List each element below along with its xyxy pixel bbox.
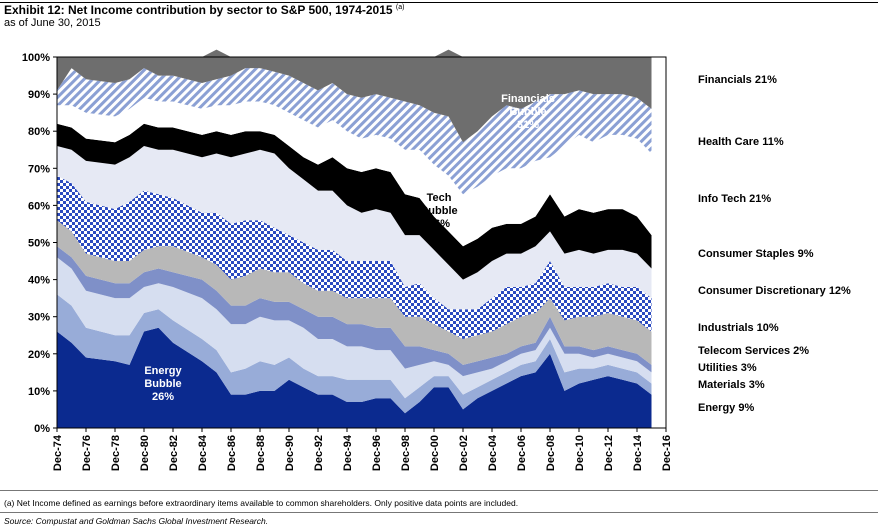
source-note: Source: Compustat and Goldman Sachs Glob… — [4, 516, 269, 526]
x-tick-label: Dec-94 — [342, 434, 354, 471]
x-tick-label: Dec-98 — [400, 435, 412, 471]
x-tick-label: Dec-10 — [574, 435, 586, 471]
x-tick-label: Dec-80 — [139, 435, 151, 471]
y-tick-label: 60% — [28, 200, 50, 212]
chart-annotation: Tech Bubble 16% — [420, 192, 458, 230]
legend-label: Materials 3% — [698, 379, 765, 391]
legend-label: Utilities 3% — [698, 362, 757, 374]
area-series-10 — [57, 49, 652, 143]
area-series-7 — [57, 123, 652, 280]
legend-label: Industrials 10% — [698, 322, 779, 334]
y-tick-label: 90% — [28, 89, 50, 101]
x-tick-label: Dec-08 — [545, 435, 557, 471]
x-tick-label: Dec-04 — [487, 434, 499, 471]
y-tick-label: 20% — [28, 349, 50, 361]
x-tick-label: Dec-82 — [168, 435, 180, 471]
area-series-9 — [57, 68, 652, 195]
area-series-5 — [57, 175, 652, 339]
x-tick-label: Dec-86 — [226, 435, 238, 471]
y-tick-label: 10% — [28, 386, 50, 398]
legend-label: Info Tech 21% — [698, 193, 772, 205]
x-tick-label: Dec-76 — [81, 435, 93, 471]
area-series-0 — [57, 327, 652, 428]
y-tick-label: 50% — [28, 238, 50, 250]
source-rule — [0, 512, 878, 513]
y-tick-label: 0% — [34, 423, 50, 435]
area-series-1 — [57, 294, 652, 414]
area-series-8 — [57, 97, 652, 247]
x-tick-label: Dec-74 — [52, 434, 64, 471]
area-series-6 — [57, 146, 652, 310]
legend-label: Health Care 11% — [698, 136, 784, 148]
y-tick-label: 80% — [28, 126, 50, 138]
x-tick-label: Dec-00 — [429, 435, 441, 471]
area-series-2 — [57, 257, 652, 399]
top-rule — [0, 2, 878, 3]
title-footnote-marker: (a) — [395, 4, 405, 11]
legend-label: Telecom Services 2% — [698, 345, 810, 357]
y-tick-label: 100% — [22, 52, 50, 64]
x-tick-label: Dec-16 — [661, 435, 673, 471]
footnote-rule — [0, 490, 878, 491]
y-tick-label: 30% — [28, 312, 50, 324]
x-tick-label: Dec-02 — [458, 435, 470, 471]
y-tick-label: 40% — [28, 275, 50, 287]
footnote: (a) Net Income defined as earnings befor… — [4, 498, 519, 508]
x-tick-label: Dec-14 — [632, 434, 644, 471]
chart-subtitle: as of June 30, 2015 — [4, 17, 101, 29]
area-series-4 — [57, 220, 652, 365]
x-tick-label: Dec-90 — [284, 435, 296, 471]
legend-label: Financials 21% — [698, 74, 777, 86]
x-tick-label: Dec-78 — [110, 435, 122, 471]
x-tick-label: Dec-96 — [371, 435, 383, 471]
legend-label: Energy 9% — [698, 402, 755, 414]
y-tick-label: 70% — [28, 163, 50, 175]
x-tick-label: Dec-06 — [516, 435, 528, 471]
chart-annotation: Energy Bubble 26% — [144, 365, 182, 403]
chart-annotation: Financials Bubble 31% — [501, 93, 555, 131]
chart-title-text: Exhibit 12: Net Income contribution by s… — [4, 3, 393, 17]
x-tick-label: Dec-88 — [255, 435, 267, 471]
x-tick-label: Dec-84 — [197, 434, 209, 471]
x-tick-label: Dec-12 — [603, 435, 615, 471]
chart-title: Exhibit 12: Net Income contribution by s… — [4, 3, 404, 17]
legend-label: Consumer Staples 9% — [698, 248, 814, 260]
x-tick-label: Dec-92 — [313, 435, 325, 471]
legend-label: Consumer Discretionary 12% — [698, 285, 851, 297]
